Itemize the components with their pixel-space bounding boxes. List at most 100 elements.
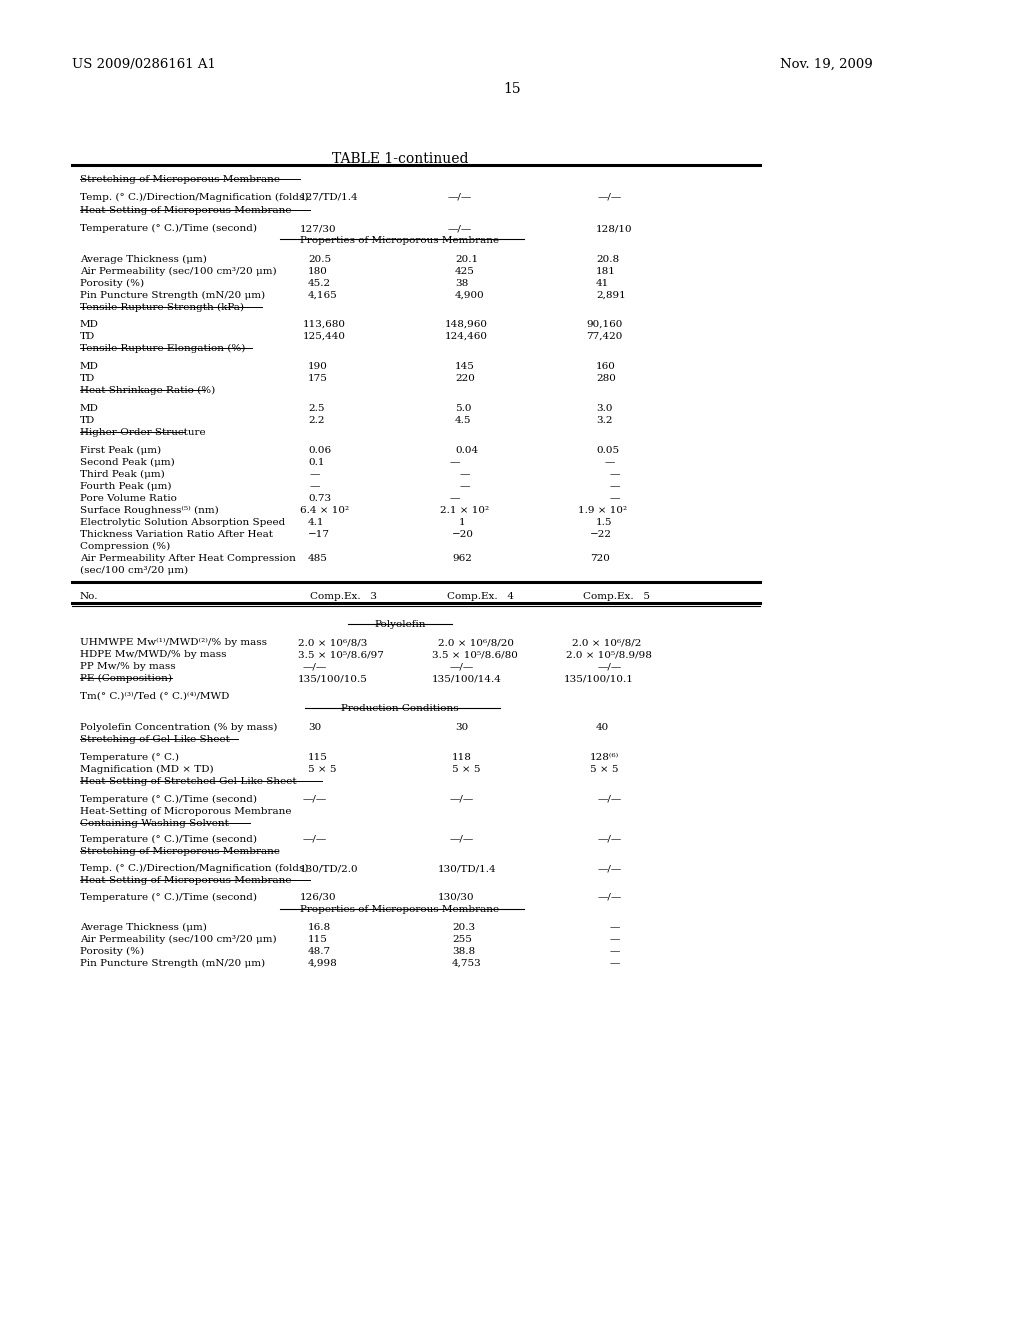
Text: 30: 30 (456, 723, 469, 733)
Text: —: — (310, 470, 321, 479)
Text: —: — (610, 494, 621, 503)
Text: —/—: —/— (447, 193, 472, 202)
Text: —: — (610, 946, 621, 956)
Text: —/—: —/— (303, 836, 327, 843)
Text: Porosity (%): Porosity (%) (80, 946, 144, 956)
Text: Surface Roughness⁽⁵⁾ (nm): Surface Roughness⁽⁵⁾ (nm) (80, 506, 219, 515)
Text: —: — (460, 482, 470, 491)
Text: Air Permeability (sec/100 cm³/20 μm): Air Permeability (sec/100 cm³/20 μm) (80, 935, 276, 944)
Text: —: — (450, 494, 460, 503)
Text: 127/TD/1.4: 127/TD/1.4 (300, 193, 358, 202)
Text: 130/TD/2.0: 130/TD/2.0 (300, 865, 358, 873)
Text: 41: 41 (596, 279, 609, 288)
Text: 2.0 × 10⁶/8/20: 2.0 × 10⁶/8/20 (438, 638, 514, 647)
Text: 1: 1 (459, 517, 465, 527)
Text: Properties of Microporous Membrane: Properties of Microporous Membrane (300, 906, 500, 913)
Text: 20.3: 20.3 (452, 923, 475, 932)
Text: Temp. (° C.)/Direction/Magnification (folds): Temp. (° C.)/Direction/Magnification (fo… (80, 193, 308, 202)
Text: −20: −20 (452, 531, 474, 539)
Text: 90,160: 90,160 (586, 319, 623, 329)
Text: HDPE Mw/MWD/% by mass: HDPE Mw/MWD/% by mass (80, 649, 226, 659)
Text: 130/30: 130/30 (438, 894, 475, 902)
Text: TABLE 1-continued: TABLE 1-continued (332, 152, 468, 166)
Text: Higher-Order Structure: Higher-Order Structure (80, 428, 206, 437)
Text: 20.1: 20.1 (455, 255, 478, 264)
Text: 4,753: 4,753 (452, 960, 481, 968)
Text: Tensile Rupture Elongation (%): Tensile Rupture Elongation (%) (80, 345, 246, 354)
Text: 4.1: 4.1 (308, 517, 325, 527)
Text: Comp.Ex.   5: Comp.Ex. 5 (583, 591, 650, 601)
Text: 124,460: 124,460 (445, 333, 488, 341)
Text: 2,891: 2,891 (596, 290, 626, 300)
Text: 38.8: 38.8 (452, 946, 475, 956)
Text: —/—: —/— (303, 795, 327, 804)
Text: 48.7: 48.7 (308, 946, 331, 956)
Text: 4,900: 4,900 (455, 290, 484, 300)
Text: —: — (610, 960, 621, 968)
Text: MD: MD (80, 319, 99, 329)
Text: Thickness Variation Ratio After Heat: Thickness Variation Ratio After Heat (80, 531, 273, 539)
Text: Polyolefin: Polyolefin (374, 620, 426, 630)
Text: 280: 280 (596, 374, 615, 383)
Text: —/—: —/— (303, 663, 327, 671)
Text: 135/100/14.4: 135/100/14.4 (432, 675, 502, 682)
Text: 135/100/10.5: 135/100/10.5 (298, 675, 368, 682)
Text: —/—: —/— (598, 865, 623, 873)
Text: 0.06: 0.06 (308, 446, 331, 455)
Text: Temperature (° C.)/Time (second): Temperature (° C.)/Time (second) (80, 795, 257, 804)
Text: Average Thickness (μm): Average Thickness (μm) (80, 923, 207, 932)
Text: Temperature (° C.): Temperature (° C.) (80, 752, 179, 762)
Text: 175: 175 (308, 374, 328, 383)
Text: 160: 160 (596, 362, 615, 371)
Text: —: — (610, 482, 621, 491)
Text: Fourth Peak (μm): Fourth Peak (μm) (80, 482, 171, 491)
Text: PE (Composition): PE (Composition) (80, 675, 172, 684)
Text: Heat-Setting of Microporous Membrane: Heat-Setting of Microporous Membrane (80, 807, 292, 816)
Text: 2.0 × 10⁶/8/2: 2.0 × 10⁶/8/2 (572, 638, 641, 647)
Text: MD: MD (80, 404, 99, 413)
Text: —/—: —/— (598, 663, 623, 671)
Text: Nov. 19, 2009: Nov. 19, 2009 (780, 58, 872, 71)
Text: 5 × 5: 5 × 5 (452, 766, 480, 774)
Text: Comp.Ex.   3: Comp.Ex. 3 (310, 591, 377, 601)
Text: MD: MD (80, 362, 99, 371)
Text: —/—: —/— (598, 836, 623, 843)
Text: Second Peak (μm): Second Peak (μm) (80, 458, 175, 467)
Text: 3.0: 3.0 (596, 404, 612, 413)
Text: 128⁽⁶⁾: 128⁽⁶⁾ (590, 752, 620, 762)
Text: (sec/100 cm³/20 μm): (sec/100 cm³/20 μm) (80, 566, 188, 576)
Text: 1.5: 1.5 (596, 517, 612, 527)
Text: Third Peak (μm): Third Peak (μm) (80, 470, 165, 479)
Text: 38: 38 (455, 279, 468, 288)
Text: Temperature (° C.)/Time (second): Temperature (° C.)/Time (second) (80, 224, 257, 234)
Text: 0.05: 0.05 (596, 446, 620, 455)
Text: 181: 181 (596, 267, 615, 276)
Text: Pin Puncture Strength (mN/20 μm): Pin Puncture Strength (mN/20 μm) (80, 290, 265, 300)
Text: —: — (610, 935, 621, 944)
Text: —: — (450, 458, 460, 467)
Text: —: — (610, 470, 621, 479)
Text: Heat Shrinkage Ratio (%): Heat Shrinkage Ratio (%) (80, 385, 215, 395)
Text: TD: TD (80, 333, 95, 341)
Text: 180: 180 (308, 267, 328, 276)
Text: UHMWPE Mw⁽¹⁾/MWD⁽²⁾/% by mass: UHMWPE Mw⁽¹⁾/MWD⁽²⁾/% by mass (80, 638, 267, 647)
Text: 30: 30 (308, 723, 322, 733)
Text: Tensile Rupture Strength (kPa): Tensile Rupture Strength (kPa) (80, 304, 244, 312)
Text: —: — (310, 482, 321, 491)
Text: —: — (610, 923, 621, 932)
Text: 40: 40 (596, 723, 609, 733)
Text: 4.5: 4.5 (455, 416, 471, 425)
Text: 77,420: 77,420 (586, 333, 623, 341)
Text: 130/TD/1.4: 130/TD/1.4 (438, 865, 497, 873)
Text: —: — (460, 470, 470, 479)
Text: 3.5 × 10⁵/8.6/80: 3.5 × 10⁵/8.6/80 (432, 649, 518, 659)
Text: Temperature (° C.)/Time (second): Temperature (° C.)/Time (second) (80, 894, 257, 902)
Text: 5 × 5: 5 × 5 (308, 766, 337, 774)
Text: Heat-Setting of Stretched Gel-Like Sheet: Heat-Setting of Stretched Gel-Like Sheet (80, 777, 297, 785)
Text: Heat-Setting of Microporous Membrane: Heat-Setting of Microporous Membrane (80, 206, 292, 215)
Text: 128/10: 128/10 (596, 224, 633, 234)
Text: Pin Puncture Strength (mN/20 μm): Pin Puncture Strength (mN/20 μm) (80, 960, 265, 968)
Text: Stretching of Gel-Like Sheet: Stretching of Gel-Like Sheet (80, 735, 229, 744)
Text: 5.0: 5.0 (455, 404, 471, 413)
Text: Average Thickness (μm): Average Thickness (μm) (80, 255, 207, 264)
